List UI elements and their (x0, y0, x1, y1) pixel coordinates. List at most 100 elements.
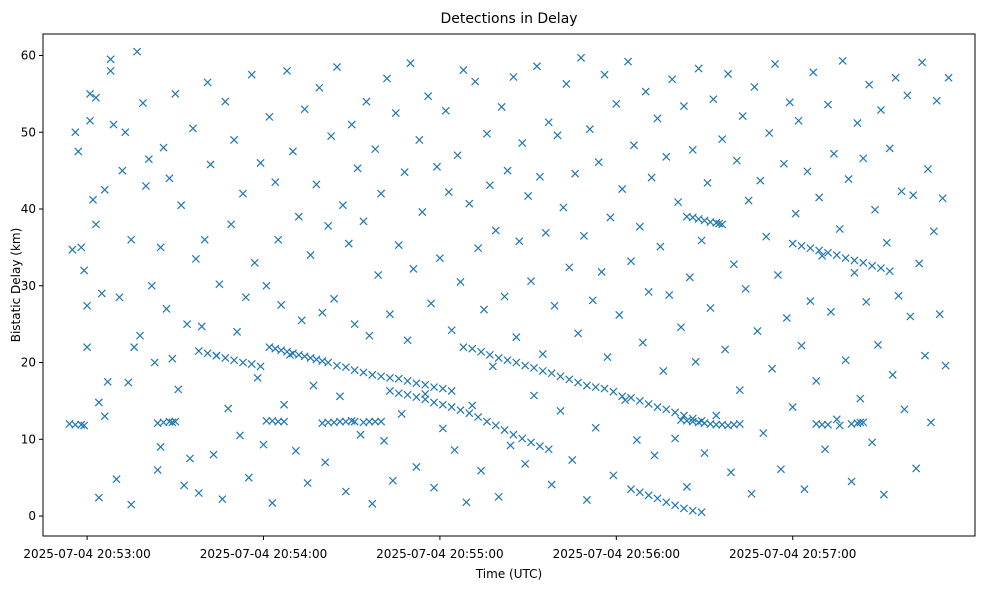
detection-point (565, 375, 574, 384)
detection-point (806, 297, 815, 306)
detection-point (106, 66, 115, 75)
detection-point (100, 185, 109, 194)
detection-point (600, 384, 609, 393)
detection-point (338, 201, 347, 210)
detection-point (453, 151, 462, 160)
detection-point (359, 217, 368, 226)
detection-point (253, 373, 262, 382)
detection-point (485, 350, 494, 359)
detection-point (732, 156, 741, 165)
detection-point (238, 358, 247, 367)
detection-point (291, 446, 300, 455)
detection-point (671, 408, 680, 417)
detection-point (444, 188, 453, 197)
detection-point (162, 304, 171, 313)
detection-point (265, 112, 274, 121)
detection-point (835, 224, 844, 233)
detection-point (400, 168, 409, 177)
detection-point (844, 175, 853, 184)
detection-point (812, 376, 821, 385)
detection-point (641, 87, 650, 96)
detection-point (859, 418, 868, 427)
detection-point (638, 338, 647, 347)
detection-point (538, 366, 547, 375)
detection-point (477, 466, 486, 475)
detection-point (371, 145, 380, 154)
detection-point (127, 235, 136, 244)
detection-point (891, 73, 900, 82)
detection-point (347, 416, 356, 425)
detection-point (165, 417, 174, 426)
detection-point (527, 438, 536, 447)
detection-point (691, 357, 700, 366)
detection-point (876, 264, 885, 273)
detection-point (94, 493, 103, 502)
detection-point (388, 476, 397, 485)
detection-point (932, 96, 941, 105)
detection-point (306, 353, 315, 362)
detection-point (882, 238, 891, 247)
detection-point (403, 336, 412, 345)
detection-point (94, 398, 103, 407)
detection-point (115, 293, 124, 302)
detection-point (424, 92, 433, 101)
detection-point (183, 320, 192, 329)
detection-point (618, 185, 627, 194)
axis-ticks: 2025-07-04 20:53:00 2025-07-04 20:54:00 20… (21, 48, 857, 561)
detection-point (512, 358, 521, 367)
detection-point (465, 409, 474, 418)
detection-point (818, 251, 827, 260)
data-points (65, 47, 953, 517)
detection-point (456, 277, 465, 286)
detection-point (706, 304, 715, 313)
detection-point (626, 485, 636, 494)
detection-point (415, 135, 424, 144)
detection-point (74, 147, 83, 156)
detection-point (112, 475, 121, 484)
detection-point (550, 301, 559, 310)
y-tick-label: 10 (21, 432, 36, 446)
x-axis-label: Time (UTC) (475, 567, 542, 581)
detection-point (88, 195, 98, 204)
detection-point (80, 266, 89, 275)
detection-point (438, 400, 447, 409)
detection-point (306, 251, 315, 260)
detection-point (571, 169, 580, 178)
detection-point (776, 465, 785, 474)
detection-point (606, 213, 615, 222)
detection-point (200, 235, 209, 244)
detection-point (265, 343, 274, 352)
detection-point (653, 403, 662, 412)
detection-point (841, 254, 850, 263)
detection-point (920, 351, 930, 360)
detection-point (494, 353, 503, 362)
detection-point (853, 119, 862, 128)
detection-point (485, 181, 494, 190)
detection-point (771, 59, 780, 68)
detection-point (341, 487, 350, 496)
detection-point (385, 373, 394, 382)
detection-point (347, 120, 356, 129)
detection-point (324, 221, 333, 230)
x-tick-label: 2025-07-04 20:56:00 (553, 547, 680, 561)
detection-point (612, 99, 621, 108)
detection-point (447, 403, 456, 412)
detection-point (218, 495, 227, 504)
detection-point (512, 333, 521, 342)
detection-point (741, 284, 750, 293)
detection-point (365, 331, 374, 340)
x-tick-label: 2025-07-04 20:57:00 (729, 547, 856, 561)
detection-point (541, 228, 550, 237)
detection-point (394, 389, 403, 398)
detection-point (897, 187, 906, 196)
detection-point (180, 481, 189, 490)
detection-point (594, 158, 603, 167)
detection-point (277, 300, 286, 309)
detection-point (574, 329, 583, 338)
detection-point (556, 372, 565, 381)
y-tick-label: 20 (21, 356, 36, 370)
detection-point (494, 492, 503, 501)
detection-point (923, 165, 932, 174)
detection-point (659, 366, 668, 375)
